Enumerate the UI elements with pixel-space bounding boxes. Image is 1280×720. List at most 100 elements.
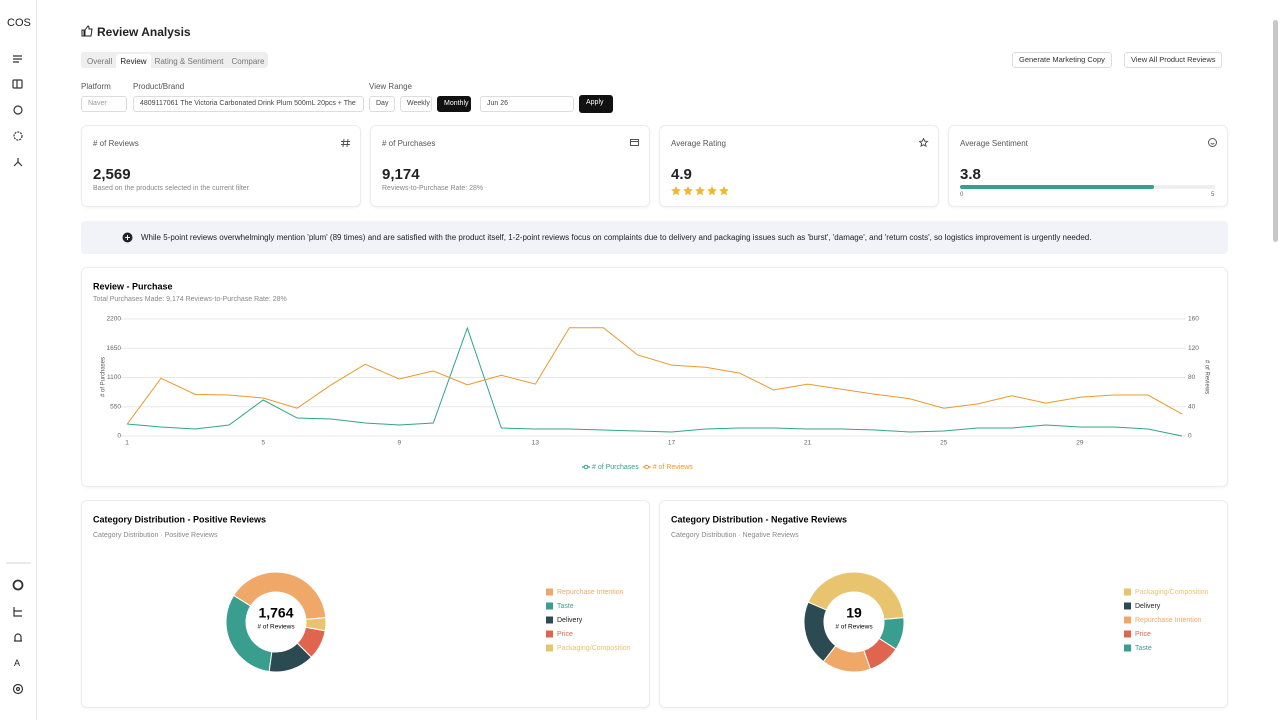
legend-swatch (546, 644, 553, 652)
center-value: 1,764 (258, 605, 293, 621)
y2-tick-label: 80 (1188, 374, 1196, 381)
sidebar: COS A (0, 0, 37, 720)
star-fill (707, 186, 717, 196)
chart-subtitle: Category Distribution · Negative Reviews (671, 532, 799, 539)
legend-swatch (1124, 644, 1131, 652)
filter-label: Product/Brand (133, 82, 185, 91)
tab[interactable]: Compare (231, 57, 265, 66)
kpi-value: 9,174 (382, 166, 420, 183)
legend-swatch (1124, 630, 1131, 638)
tab[interactable]: Overall (87, 57, 113, 66)
chart-title: Category Distribution - Negative Reviews (671, 514, 847, 524)
kpi-card: # of Reviews 2,569 Based on the products s… (81, 125, 361, 207)
star (683, 186, 693, 196)
kpi-note: Based on the products selected in the cu… (93, 185, 250, 192)
x-tick-label: 21 (804, 440, 812, 447)
scrollbar[interactable] (1273, 20, 1278, 242)
legend-label: Repurchase Intention (1135, 617, 1202, 624)
apply-button[interactable]: Apply (579, 95, 613, 113)
x-tick-label: 25 (940, 440, 948, 447)
y-tick-label: 550 (110, 403, 121, 410)
legend-swatch (546, 588, 553, 596)
range-button[interactable]: Monthly (437, 96, 471, 112)
legend-swatch (546, 602, 553, 610)
page-title: Review Analysis (97, 25, 191, 39)
star (695, 186, 705, 196)
product-select[interactable]: 4809117061 The Victoria Carbonated Drink… (133, 96, 364, 112)
select-value: Jun 26 (487, 100, 509, 107)
tab[interactable]: Rating & Sentiment (154, 57, 224, 66)
x-tick-label: 29 (1076, 440, 1084, 447)
range-button[interactable]: Weekly (400, 96, 432, 112)
filter-label: Platform (81, 82, 111, 91)
kpi-icon (1208, 138, 1217, 147)
tab[interactable]: Review (116, 54, 151, 70)
y-tick-label: 0 (117, 433, 121, 440)
kpi-icon (630, 139, 639, 146)
kpi-card: # of Purchases 9,174 Reviews-to-Purchase R… (370, 125, 650, 207)
legend-label: Price (1135, 631, 1151, 638)
select-value: Naver (88, 100, 107, 107)
legend-label: Repurchase Intention (557, 589, 624, 596)
tab-bar: Overall Review Rating & Sentiment Compare (81, 52, 269, 70)
kpi-icon (341, 138, 350, 148)
y2-axis-label: # of Reviews (1203, 360, 1209, 394)
star-fill (671, 186, 681, 196)
select-value: 4809117061 The Victoria Carbonated Drink… (140, 100, 356, 107)
line-series (126, 327, 1183, 425)
x-tick-label: 9 (397, 440, 401, 447)
center-label: # of Reviews (257, 624, 295, 631)
sidebar-icons (6, 55, 31, 695)
y2-tick-label: 160 (1188, 316, 1199, 323)
legend-label: Taste (557, 603, 574, 610)
kpi-value: 4.9 (671, 166, 692, 183)
kpi-card: Average Sentiment 3.8 0 5 (948, 125, 1228, 207)
legend-swatch (546, 616, 553, 624)
legend-label: # of Purchases (592, 464, 639, 471)
rating-stars (671, 186, 729, 196)
generate-button[interactable]: Generate Marketing Copy (1012, 52, 1112, 68)
user-initial[interactable]: A (14, 658, 21, 668)
star-fill (719, 186, 728, 196)
legend-label: # of Reviews (653, 464, 694, 471)
button-label: Generate Marketing Copy (1019, 55, 1105, 64)
insight-icon (122, 232, 133, 243)
kpi-note: Reviews-to-Purchase Rate: 28% (382, 185, 484, 192)
legend-marker (644, 464, 650, 470)
donut-slice (878, 617, 905, 650)
kpi-label: Average Sentiment (960, 139, 1028, 148)
y-axis-label: # of Purchases (101, 357, 107, 397)
progress-bar (960, 185, 1154, 189)
donut-slice (232, 571, 327, 620)
x-tick-label: 13 (532, 440, 540, 447)
star (719, 186, 729, 196)
legend-swatch (1124, 616, 1131, 624)
range-button[interactable]: Day (369, 96, 395, 112)
month-select[interactable]: Jun 26 (480, 96, 574, 112)
scale-min: 0 (960, 192, 964, 198)
star (671, 186, 681, 196)
kpi-value: 2,569 (93, 166, 131, 183)
y2-tick-label: 40 (1188, 403, 1196, 410)
legend-label: Packaging/Composition (557, 645, 631, 652)
legend-label: Delivery (557, 617, 583, 624)
title-icon (81, 25, 93, 37)
donut-card (659, 500, 1228, 708)
filter-label: View Range (369, 82, 412, 91)
line-series (126, 326, 1183, 437)
logo[interactable]: COS (7, 17, 31, 29)
kpi-value: 3.8 (960, 166, 981, 183)
x-tick-label: 5 (261, 440, 265, 447)
center-value: 19 (846, 605, 862, 621)
donut-hole (825, 593, 883, 651)
chart-title: Review - Purchase (93, 281, 173, 291)
star-fill (695, 186, 705, 196)
legend-swatch (546, 630, 553, 638)
view-reviews-button[interactable]: View All Product Reviews (1124, 52, 1223, 68)
kpi-label: # of Reviews (93, 139, 139, 148)
kpi-label: Average Rating (671, 139, 726, 148)
platform-select[interactable]: Naver (81, 96, 127, 112)
y-tick-label: 1100 (107, 374, 121, 381)
